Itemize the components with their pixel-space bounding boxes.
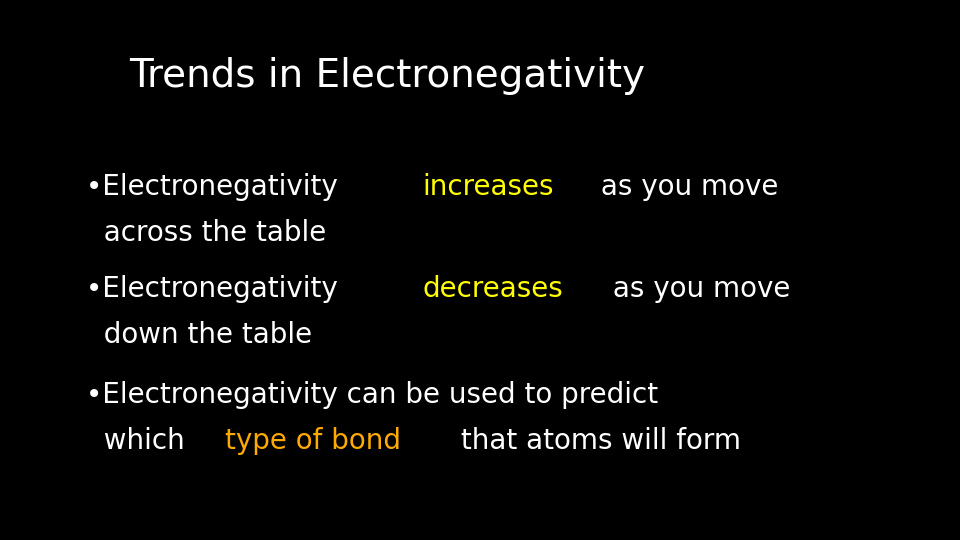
- Text: down the table: down the table: [86, 321, 313, 349]
- Text: •Electronegativity: •Electronegativity: [86, 173, 347, 201]
- Text: •Electronegativity: •Electronegativity: [86, 275, 347, 303]
- Text: type of bond: type of bond: [226, 427, 401, 455]
- Text: decreases: decreases: [422, 275, 564, 303]
- Text: as you move: as you move: [592, 173, 779, 201]
- Text: as you move: as you move: [604, 275, 791, 303]
- Text: across the table: across the table: [86, 219, 326, 247]
- Text: which: which: [86, 427, 194, 455]
- Text: Trends in Electronegativity: Trends in Electronegativity: [130, 57, 645, 94]
- Text: that atoms will form: that atoms will form: [452, 427, 741, 455]
- Text: •Electronegativity can be used to predict: •Electronegativity can be used to predic…: [86, 381, 659, 409]
- Text: increases: increases: [422, 173, 554, 201]
